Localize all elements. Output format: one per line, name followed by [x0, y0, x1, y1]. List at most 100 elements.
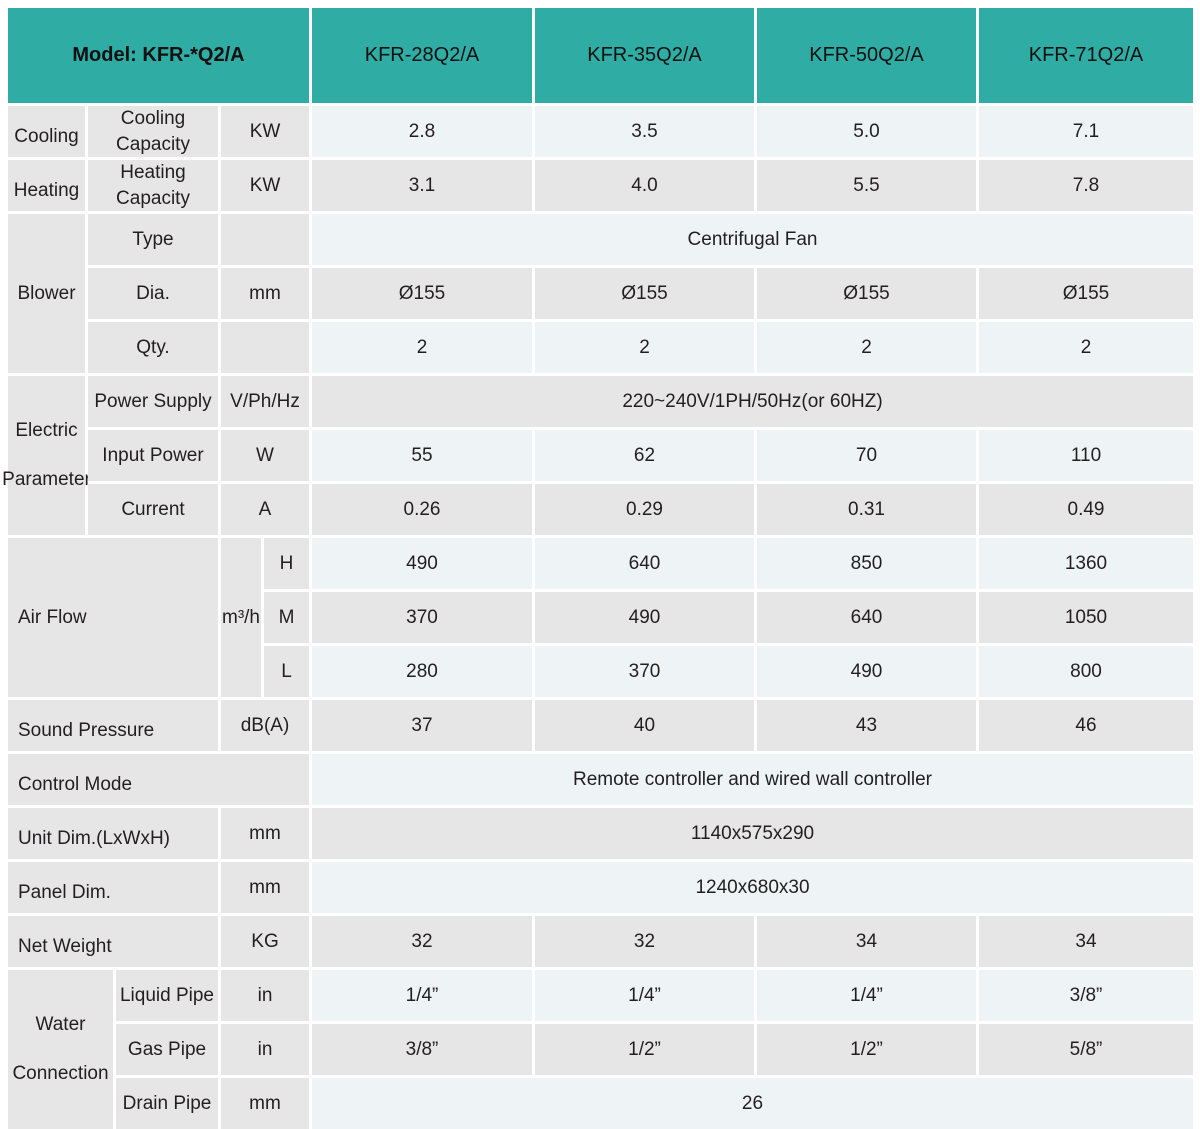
- blower-qty-value: 2: [757, 322, 976, 373]
- gas-pipe-value: 5/8”: [979, 1024, 1193, 1075]
- net-weight-value: 34: [979, 916, 1193, 967]
- air-flow-h-value: 1360: [979, 538, 1193, 589]
- gas-pipe-value: 3/8”: [312, 1024, 532, 1075]
- input-power-label: Input Power: [88, 430, 218, 481]
- air-flow-h-value: 490: [312, 538, 532, 589]
- liquid-pipe-value: 1/4”: [757, 970, 976, 1021]
- power-supply-value: 220~240V/1PH/50Hz(or 60HZ): [312, 376, 1193, 427]
- drain-pipe-value: 26: [312, 1078, 1193, 1129]
- water-connection-group-label: Water Connection: [8, 970, 113, 1129]
- unit-dim-unit: mm: [221, 808, 309, 859]
- heating-value: 4.0: [535, 160, 754, 211]
- cooling-capacity-label: Cooling Capacity: [88, 106, 218, 157]
- heating-value: 7.8: [979, 160, 1193, 211]
- drain-pipe-label: Drain Pipe: [116, 1078, 218, 1129]
- blower-dia-value: Ø155: [535, 268, 754, 319]
- panel-dim-label: Panel Dim.: [8, 862, 218, 913]
- air-flow-l-value: 370: [535, 646, 754, 697]
- net-weight-value: 34: [757, 916, 976, 967]
- input-power-unit: W: [221, 430, 309, 481]
- current-label: Current: [88, 484, 218, 535]
- blower-dia-value: Ø155: [757, 268, 976, 319]
- current-value: 0.29: [535, 484, 754, 535]
- air-flow-h-value: 850: [757, 538, 976, 589]
- current-value: 0.49: [979, 484, 1193, 535]
- sound-pressure-unit: dB(A): [221, 700, 309, 751]
- net-weight-value: 32: [312, 916, 532, 967]
- unit-dim-label: Unit Dim.(LxWxH): [8, 808, 218, 859]
- gas-pipe-value: 1/2”: [535, 1024, 754, 1075]
- control-mode-value: Remote controller and wired wall control…: [312, 754, 1193, 805]
- cooling-group-label: Cooling: [8, 106, 85, 157]
- current-value: 0.26: [312, 484, 532, 535]
- current-unit: A: [221, 484, 309, 535]
- gas-pipe-label: Gas Pipe: [116, 1024, 218, 1075]
- liquid-pipe-value: 1/4”: [312, 970, 532, 1021]
- air-flow-h-value: 640: [535, 538, 754, 589]
- control-mode-label: Control Mode: [8, 754, 309, 805]
- blower-group-label: Blower: [8, 214, 85, 373]
- header-col-kfr-50: KFR-50Q2/A: [757, 8, 976, 103]
- heating-capacity-label: Heating Capacity: [88, 160, 218, 211]
- air-flow-m-label: M: [264, 592, 309, 643]
- blower-dia-value: Ø155: [979, 268, 1193, 319]
- drain-pipe-unit: mm: [221, 1078, 309, 1129]
- unit-dim-value: 1140x575x290: [312, 808, 1193, 859]
- sound-pressure-value: 43: [757, 700, 976, 751]
- panel-dim-value: 1240x680x30: [312, 862, 1193, 913]
- electric-group-label: Electric Parameter: [2, 376, 91, 535]
- input-power-value: 62: [535, 430, 754, 481]
- input-power-value: 55: [312, 430, 532, 481]
- sound-pressure-label: Sound Pressure: [8, 700, 218, 751]
- blower-dia-unit: mm: [221, 268, 309, 319]
- power-supply-unit: V/Ph/Hz: [221, 376, 309, 427]
- air-flow-m-value: 490: [535, 592, 754, 643]
- air-flow-l-value: 280: [312, 646, 532, 697]
- heating-group-label: Heating: [8, 160, 85, 211]
- header-col-kfr-35: KFR-35Q2/A: [535, 8, 754, 103]
- net-weight-unit: KG: [221, 916, 309, 967]
- blower-qty-value: 2: [979, 322, 1193, 373]
- heating-value: 3.1: [312, 160, 532, 211]
- air-flow-m-value: 1050: [979, 592, 1193, 643]
- blower-qty-value: 2: [535, 322, 754, 373]
- blower-type-value: Centrifugal Fan: [312, 214, 1193, 265]
- blower-type-unit-empty: [221, 214, 309, 265]
- sound-pressure-value: 37: [312, 700, 532, 751]
- sound-pressure-value: 40: [535, 700, 754, 751]
- power-supply-label: Power Supply: [88, 376, 218, 427]
- air-flow-m-value: 370: [312, 592, 532, 643]
- heating-value: 5.5: [757, 160, 976, 211]
- cooling-value: 5.0: [757, 106, 976, 157]
- liquid-pipe-value: 1/4”: [535, 970, 754, 1021]
- panel-dim-unit: mm: [221, 862, 309, 913]
- liquid-pipe-unit: in: [221, 970, 309, 1021]
- net-weight-label: Net Weight: [8, 916, 218, 967]
- blower-qty-unit-empty: [221, 322, 309, 373]
- liquid-pipe-value: 3/8”: [979, 970, 1193, 1021]
- air-flow-unit: m³/h: [221, 538, 261, 697]
- header-col-kfr-71: KFR-71Q2/A: [979, 8, 1193, 103]
- current-value: 0.31: [757, 484, 976, 535]
- air-flow-l-value: 800: [979, 646, 1193, 697]
- header-model-cell: Model: KFR-*Q2/A: [8, 8, 309, 103]
- blower-qty-label: Qty.: [88, 322, 218, 373]
- heating-unit: KW: [221, 160, 309, 211]
- net-weight-value: 32: [535, 916, 754, 967]
- spec-table: Model: KFR-*Q2/A KFR-28Q2/A KFR-35Q2/A K…: [2, 8, 1193, 1129]
- blower-dia-label: Dia.: [88, 268, 218, 319]
- air-flow-h-label: H: [264, 538, 309, 589]
- cooling-value: 2.8: [312, 106, 532, 157]
- liquid-pipe-label: Liquid Pipe: [116, 970, 218, 1021]
- cooling-value: 3.5: [535, 106, 754, 157]
- blower-qty-value: 2: [312, 322, 532, 373]
- input-power-value: 110: [979, 430, 1193, 481]
- input-power-value: 70: [757, 430, 976, 481]
- cooling-unit: KW: [221, 106, 309, 157]
- sound-pressure-value: 46: [979, 700, 1193, 751]
- blower-type-label: Type: [88, 214, 218, 265]
- header-col-kfr-28: KFR-28Q2/A: [312, 8, 532, 103]
- air-flow-l-value: 490: [757, 646, 976, 697]
- air-flow-l-label: L: [264, 646, 309, 697]
- gas-pipe-unit: in: [221, 1024, 309, 1075]
